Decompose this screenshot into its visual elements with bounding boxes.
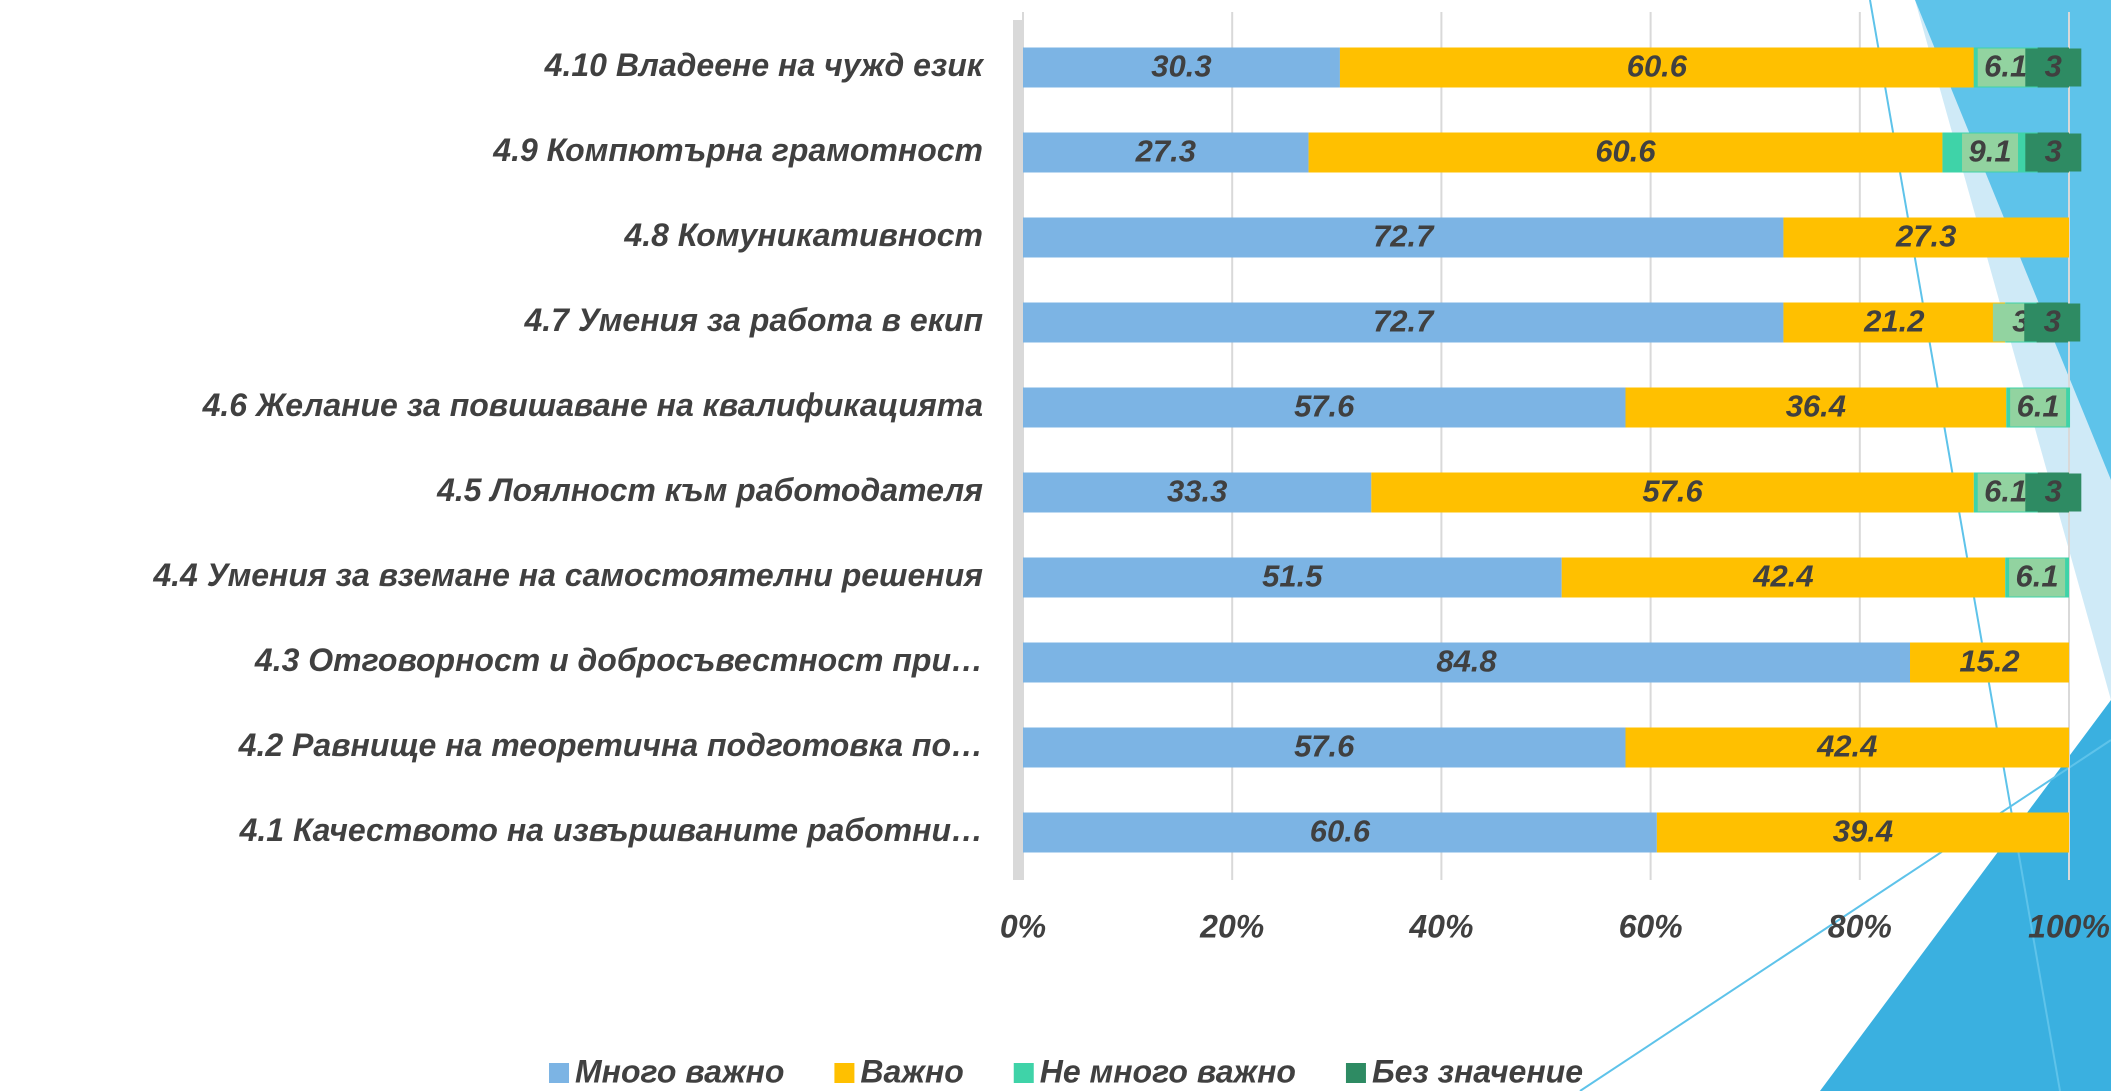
- value-label-box: [2024, 303, 2081, 342]
- value-label: 9.1: [1968, 134, 2011, 169]
- value-label: 60.6: [1595, 134, 1656, 169]
- legend-swatch: [1345, 1063, 1366, 1083]
- bar-segment: [1371, 472, 1974, 513]
- value-label-box: [2025, 133, 2082, 172]
- bar-segment: [1561, 557, 2006, 598]
- value-label: 60.6: [1627, 49, 1688, 84]
- category-label: 4.8 Комуникативност: [623, 217, 983, 253]
- value-label: 6.1: [2017, 389, 2060, 424]
- bar-segment: [1023, 812, 1657, 853]
- value-label: 6.1: [2016, 559, 2059, 594]
- value-label: 3: [2045, 49, 2062, 84]
- value-label: 72.7: [1373, 304, 1435, 339]
- value-label-box: [1962, 133, 2019, 172]
- bar-segment: [1023, 47, 1340, 88]
- bar-segment: [1023, 132, 1309, 173]
- value-label: 33.3: [1167, 474, 1227, 509]
- bar-segment: [1023, 387, 1626, 428]
- value-label: 3: [2045, 474, 2062, 509]
- bar-segment: [1023, 642, 1911, 683]
- axis-wall: [1013, 20, 1023, 880]
- value-label: 39.4: [1833, 814, 1893, 849]
- legend-label: Без значение: [1372, 1053, 1583, 1089]
- x-tick-label: 20%: [1199, 908, 1264, 944]
- value-label: 6.1: [1984, 49, 2027, 84]
- category-label: 4.9 Компютърна грамотност: [492, 132, 983, 168]
- category-label: 4.3 Отговорност и добросъвестност при…: [254, 642, 983, 678]
- value-label: 27.3: [1135, 134, 1196, 169]
- value-label-box: [1977, 48, 2034, 87]
- value-label: 27.3: [1895, 219, 1956, 254]
- bar-segment: [1023, 727, 1626, 768]
- category-label: 4.10 Владеене на чужд език: [544, 47, 985, 83]
- bar-segment: [1023, 472, 1372, 513]
- value-label: 60.6: [1310, 814, 1371, 849]
- value-label: 57.6: [1294, 729, 1355, 764]
- category-label: 4.4 Умения за вземане на самостоятелни р…: [152, 557, 983, 593]
- bar-segment: [1783, 302, 2006, 343]
- value-label: 21.2: [1863, 304, 1924, 339]
- value-label-box: [2025, 48, 2082, 87]
- x-tick-label: 0%: [1000, 908, 1046, 944]
- value-label: 6.1: [1984, 474, 2027, 509]
- category-label: 4.6 Желание за повишаване на квалификаци…: [202, 387, 983, 423]
- legend-swatch: [1013, 1063, 1034, 1083]
- legend-label: Много важно: [575, 1053, 784, 1089]
- category-label: 4.7 Умения за работа в екип: [523, 302, 983, 338]
- decor-line: [1579, 739, 2111, 1091]
- value-label-box: [1977, 473, 2034, 512]
- category-label: 4.1 Качеството на извършваните работни…: [239, 812, 983, 848]
- decor-line: [1869, 0, 2061, 1091]
- value-label: 57.6: [1294, 389, 1355, 424]
- x-tick-label: 100%: [2028, 908, 2110, 944]
- value-label: 3: [2044, 304, 2061, 339]
- x-tick-label: 80%: [1828, 908, 1892, 944]
- legend-label: Важно: [860, 1053, 963, 1089]
- value-label: 3: [2045, 134, 2062, 169]
- value-label: 57.6: [1642, 474, 1703, 509]
- value-label: 51.5: [1262, 559, 1323, 594]
- bar-segment: [1656, 812, 2069, 853]
- value-label: 36.4: [1786, 389, 1846, 424]
- bar-segment: [1625, 727, 2069, 768]
- bar-segment: [1783, 217, 2069, 258]
- decor-triangle: [1820, 700, 2111, 1091]
- bar-segment: [1339, 47, 1974, 88]
- legend-swatch: [549, 1063, 570, 1083]
- bar-segment: [1023, 217, 1784, 258]
- value-label: 42.4: [1752, 559, 1813, 594]
- x-tick-label: 60%: [1619, 908, 1683, 944]
- x-tick-label: 40%: [1408, 908, 1473, 944]
- value-label-box: [2010, 388, 2067, 427]
- value-label: 30.3: [1151, 49, 1211, 84]
- bar-segment: [1023, 557, 1562, 598]
- legend-label: Не много важно: [1040, 1053, 1296, 1089]
- bar-segment: [1910, 642, 2069, 683]
- value-label: 72.7: [1373, 219, 1435, 254]
- category-label: 4.5 Лоялност към работодателя: [436, 472, 983, 508]
- bar-segment: [1625, 387, 2007, 428]
- bar-segment: [1023, 302, 1784, 343]
- bar-segment: [1308, 132, 1943, 173]
- legend-swatch: [834, 1063, 855, 1083]
- value-label: 84.8: [1436, 644, 1497, 679]
- value-label-box: [2009, 558, 2066, 597]
- value-label-box: [2025, 473, 2082, 512]
- value-label: 42.4: [1816, 729, 1877, 764]
- value-label: 15.2: [1959, 644, 2019, 679]
- category-label: 4.2 Равнище на теоретична подготовка по…: [238, 727, 983, 763]
